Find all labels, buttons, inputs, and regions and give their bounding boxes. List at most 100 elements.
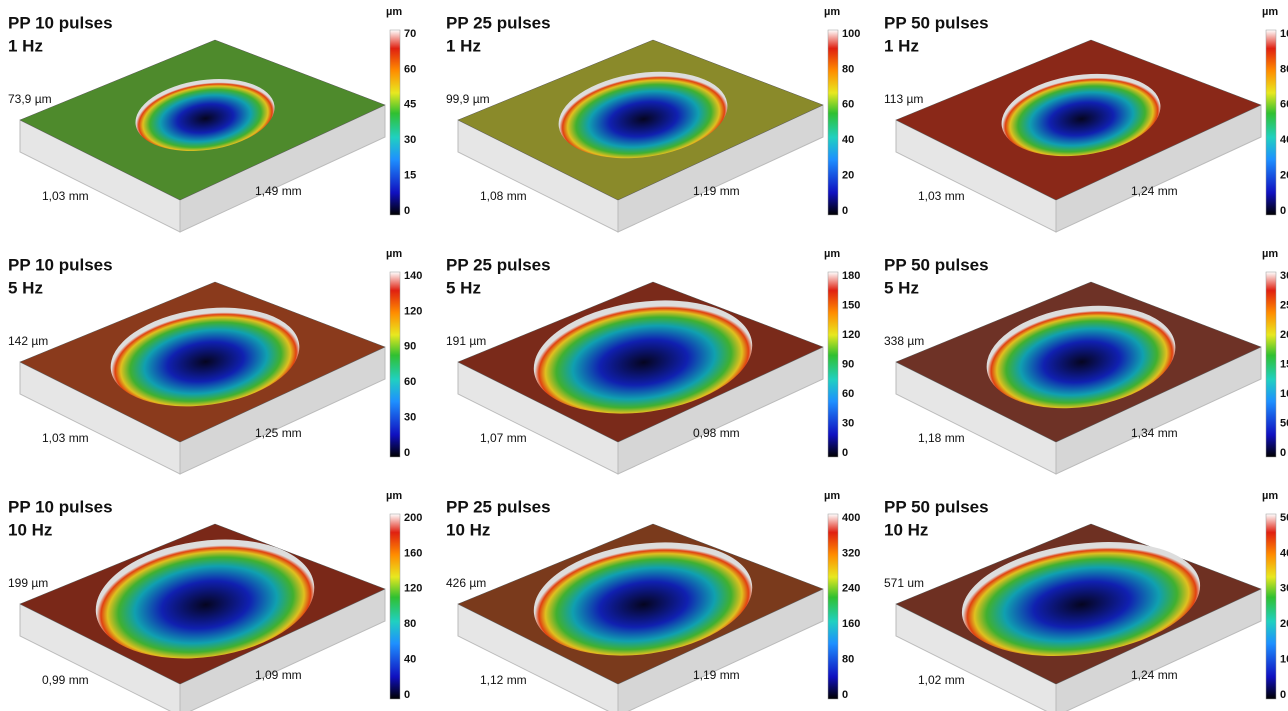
profile-panel: PP 50 pulses 1 Hz 113 µm 1,03 mm 1,24 mm µm10…	[884, 6, 1288, 232]
profile-panel: PP 10 pulses5 Hz142 µm1,03 mm1,25 mmµm14…	[8, 248, 422, 474]
panel-title: PP 10 pulses	[8, 497, 113, 516]
panel-title: PP 50 pulses	[884, 13, 989, 32]
scale-tick-label: 0	[404, 689, 410, 701]
width-right-label: 1,09 mm	[255, 668, 302, 682]
scale-tick-label: 40	[842, 134, 854, 146]
scale-unit: µm	[824, 248, 840, 260]
profile-panel: PP 10 pulses1 Hz73,9 µm1,03 mm1,49 mmµm7…	[8, 6, 416, 232]
panel-frequency: 1 Hz	[884, 36, 919, 55]
scale-tick-label: 40	[1280, 134, 1288, 146]
width-left-label: 1,07 mm	[480, 431, 527, 445]
scale-tick-label: 320	[842, 547, 860, 559]
scale-tick-label: 300	[1280, 270, 1288, 282]
width-left-label: 1,03 mm	[42, 431, 89, 445]
color-scale	[828, 30, 838, 215]
scale-unit: µm	[824, 6, 840, 18]
scale-tick-label: 150	[842, 299, 860, 311]
scale-tick-label: 70	[404, 28, 416, 40]
width-left-label: 1,03 mm	[42, 189, 89, 203]
width-left-label: 1,18 mm	[918, 431, 965, 445]
scale-tick-label: 40	[404, 654, 416, 666]
scale-tick-label: 500	[1280, 512, 1288, 524]
scale-tick-label: 0	[842, 689, 848, 701]
panel-title: PP 25 pulses	[446, 497, 551, 516]
scale-tick-label: 30	[404, 412, 416, 424]
width-left-label: 0,99 mm	[42, 673, 89, 687]
color-scale	[1266, 272, 1276, 457]
panel-frequency: 1 Hz	[8, 36, 43, 55]
width-right-label: 0,98 mm	[693, 426, 740, 440]
height-label: 191 µm	[446, 334, 486, 348]
scale-tick-label: 200	[404, 512, 422, 524]
scale-tick-label: 140	[404, 270, 422, 282]
scale-tick-label: 60	[842, 388, 854, 400]
scale-tick-label: 0	[1280, 205, 1286, 217]
width-left-label: 1,02 mm	[918, 673, 965, 687]
scale-tick-label: 90	[404, 341, 416, 353]
scale-tick-label: 80	[1280, 63, 1288, 75]
scale-tick-label: 80	[842, 654, 854, 666]
scale-unit: µm	[1262, 248, 1278, 260]
scale-unit: µm	[386, 248, 402, 260]
scale-tick-label: 30	[842, 417, 854, 429]
height-label: 113 µm	[884, 92, 923, 106]
panel-frequency: 10 Hz	[884, 520, 928, 539]
scale-unit: µm	[1262, 6, 1278, 18]
height-label: 199 µm	[8, 576, 48, 590]
scale-tick-label: 20	[1280, 170, 1288, 182]
scale-tick-label: 150	[1280, 358, 1288, 370]
figure-canvas: PP 10 pulses 1 Hz 73,9 µm 1,03 mm 1,49 mm µm 7…	[0, 0, 1288, 711]
width-right-label: 1,19 mm	[693, 668, 740, 682]
scale-tick-label: 400	[1280, 547, 1288, 559]
width-right-label: 1,34 mm	[1131, 426, 1178, 440]
scale-tick-label: 15	[404, 170, 416, 182]
width-left-label: 1,03 mm	[918, 189, 965, 203]
scale-tick-label: 240	[842, 583, 860, 595]
width-right-label: 1,24 mm	[1131, 184, 1178, 198]
scale-unit: µm	[824, 490, 840, 502]
scale-tick-label: 400	[842, 512, 860, 524]
scale-tick-label: 0	[1280, 447, 1286, 459]
scale-tick-label: 120	[404, 305, 422, 317]
scale-tick-label: 160	[404, 547, 422, 559]
scale-tick-label: 80	[404, 618, 416, 630]
color-scale	[1266, 514, 1276, 699]
panel-frequency: 10 Hz	[8, 520, 52, 539]
panel-frequency: 10 Hz	[446, 520, 490, 539]
scale-tick-label: 100	[1280, 28, 1288, 40]
profile-panel: PP 10 pulses 10 Hz 199 µm 0,99 mm 1,09 mm µm2…	[8, 490, 422, 711]
scale-tick-label: 90	[842, 358, 854, 370]
panel-frequency: 5 Hz	[884, 278, 919, 297]
scale-tick-label: 60	[404, 63, 416, 75]
height-label: 571 um	[884, 576, 924, 590]
scale-tick-label: 200	[1280, 618, 1288, 630]
width-right-label: 1,25 mm	[255, 426, 302, 440]
color-scale	[390, 514, 400, 699]
color-scale	[1266, 30, 1276, 215]
height-label: 99,9 µm	[446, 92, 490, 106]
panel-title: PP 10 pulses	[8, 255, 113, 274]
panel-title: PP 25 pulses	[446, 13, 551, 32]
width-left-label: 1,08 mm	[480, 189, 527, 203]
scale-tick-label: 250	[1280, 299, 1288, 311]
height-label: 426 µm	[446, 576, 486, 590]
panel-frequency: 5 Hz	[8, 278, 43, 297]
width-right-label: 1,49 mm	[255, 184, 302, 198]
figure: PP 10 pulses 1 Hz 73,9 µm 1,03 mm 1,49 mm µm 7…	[0, 0, 1288, 711]
color-scale	[828, 514, 838, 699]
scale-tick-label: 0	[842, 447, 848, 459]
color-scale	[390, 30, 400, 215]
scale-tick-label: 30	[404, 134, 416, 146]
scale-tick-label: 120	[842, 329, 860, 341]
scale-tick-label: 0	[404, 447, 410, 459]
scale-unit: µm	[386, 490, 402, 502]
panel-title: PP 25 pulses	[446, 255, 551, 274]
width-right-label: 1,19 mm	[693, 184, 740, 198]
height-label: 73,9 µm	[8, 92, 52, 106]
panel-title: PP 10 pulses	[8, 13, 113, 32]
scale-tick-label: 100	[842, 28, 860, 40]
scale-tick-label: 60	[1280, 99, 1288, 111]
